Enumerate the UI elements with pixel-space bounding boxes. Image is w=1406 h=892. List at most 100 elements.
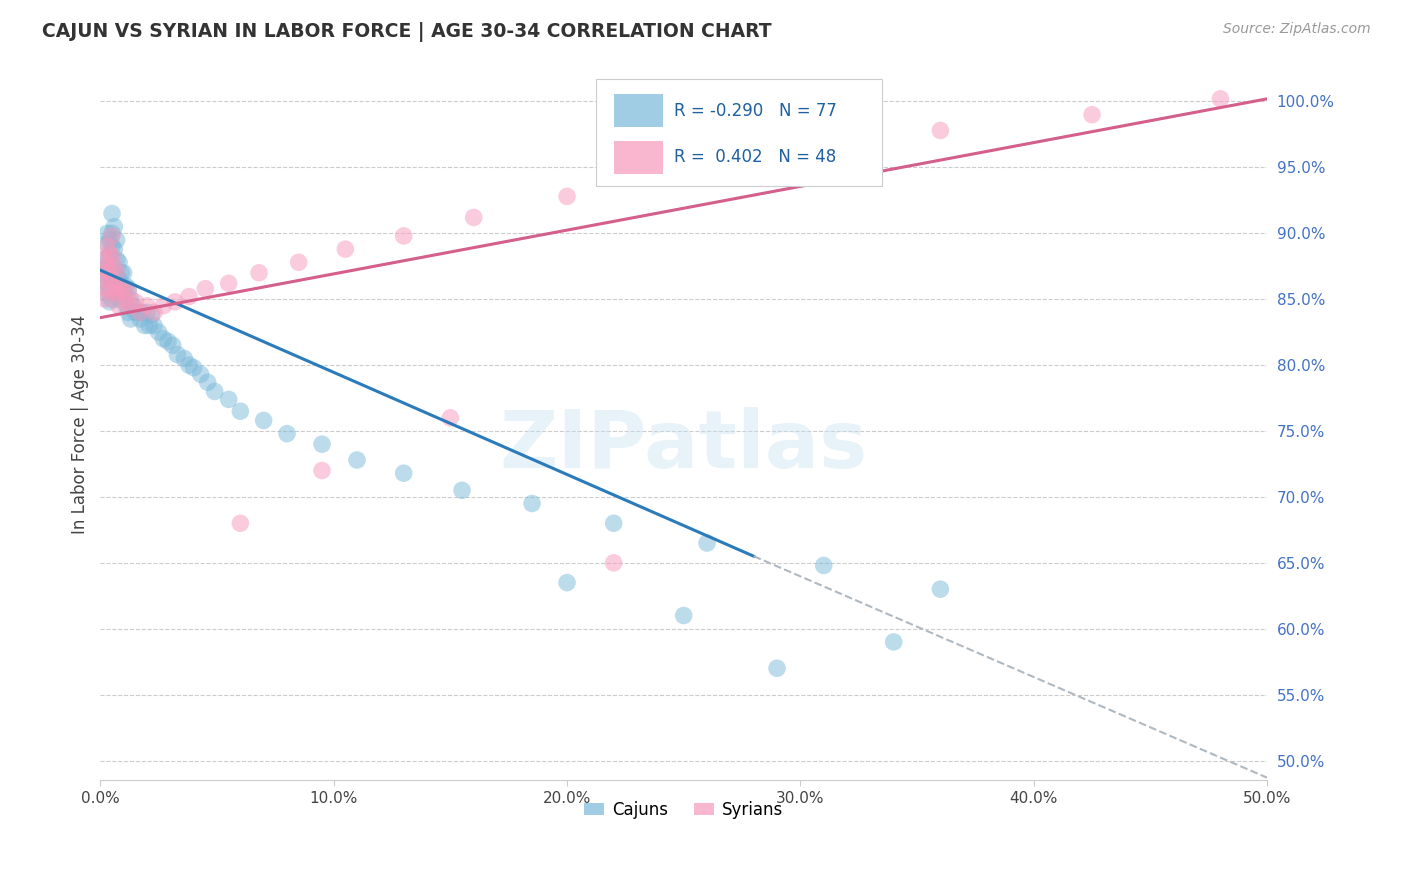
Point [311,464,333,478]
Point [98,233,121,247]
Point [190,368,212,382]
FancyBboxPatch shape [613,95,662,127]
Point [105,285,128,300]
Point [392,228,415,243]
Point [766,661,789,675]
Point [105,233,128,247]
Point [98,282,121,296]
Point [166,347,188,361]
Point [98,249,121,263]
Point [103,242,125,256]
Point [101,206,124,220]
Point [105,268,128,283]
Point [392,466,415,480]
Point [672,608,695,623]
Point [152,332,174,346]
Point [789,145,811,159]
Point [103,259,125,273]
Point [110,266,132,280]
Point [101,227,124,241]
Point [143,318,166,333]
Point [94,285,117,300]
Point [108,299,131,313]
Legend: Cajuns, Syrians: Cajuns, Syrians [578,794,790,825]
Point [520,496,543,510]
Point [218,392,240,407]
Point [311,437,333,451]
Point [555,189,578,203]
Point [108,292,131,306]
Point [96,277,118,291]
Point [346,453,368,467]
Point [929,582,952,597]
Point [96,282,118,296]
Point [91,252,114,267]
Point [120,299,142,313]
FancyBboxPatch shape [613,141,662,174]
Point [103,266,125,280]
Point [138,318,160,333]
Point [602,556,624,570]
Point [96,239,118,253]
Point [101,272,124,286]
Point [96,259,118,273]
Point [177,289,200,303]
Point [110,285,132,299]
Point [463,211,485,225]
Point [112,266,135,280]
Point [117,282,139,296]
Point [94,292,117,306]
Point [555,575,578,590]
Point [134,318,156,333]
Point [929,123,952,137]
Point [229,516,252,531]
Point [157,334,180,349]
Point [451,483,474,498]
Point [335,242,357,256]
Point [105,266,128,280]
Point [229,404,252,418]
Point [197,376,219,390]
Point [101,228,124,243]
Point [101,250,124,264]
Point [96,236,118,251]
Point [117,285,139,300]
Point [218,277,240,291]
Point [112,285,135,300]
Point [101,239,124,253]
Point [194,282,217,296]
Point [1209,92,1232,106]
Point [108,279,131,293]
Text: R =  0.402   N = 48: R = 0.402 N = 48 [675,148,837,167]
Point [124,305,146,319]
Point [141,308,163,322]
Point [117,305,139,319]
Point [602,516,624,531]
Point [183,360,205,375]
Point [696,536,718,550]
Point [127,305,149,319]
Point [105,252,128,267]
Point [110,285,132,300]
Point [98,246,121,260]
Point [101,272,124,286]
Point [122,299,145,313]
Point [247,266,270,280]
Point [129,312,152,326]
Text: ZIPatlas: ZIPatlas [499,407,868,484]
Point [253,413,276,427]
Point [661,163,683,178]
Point [94,268,117,283]
Text: R = -0.290   N = 77: R = -0.290 N = 77 [675,102,837,120]
Point [204,384,226,399]
Point [91,266,114,280]
Y-axis label: In Labor Force | Age 30-34: In Labor Force | Age 30-34 [72,315,89,534]
Point [96,263,118,277]
Point [136,299,159,313]
FancyBboxPatch shape [596,79,882,186]
Point [98,285,121,300]
Point [148,325,170,339]
Point [108,255,131,269]
Point [105,285,128,300]
Point [129,305,152,319]
